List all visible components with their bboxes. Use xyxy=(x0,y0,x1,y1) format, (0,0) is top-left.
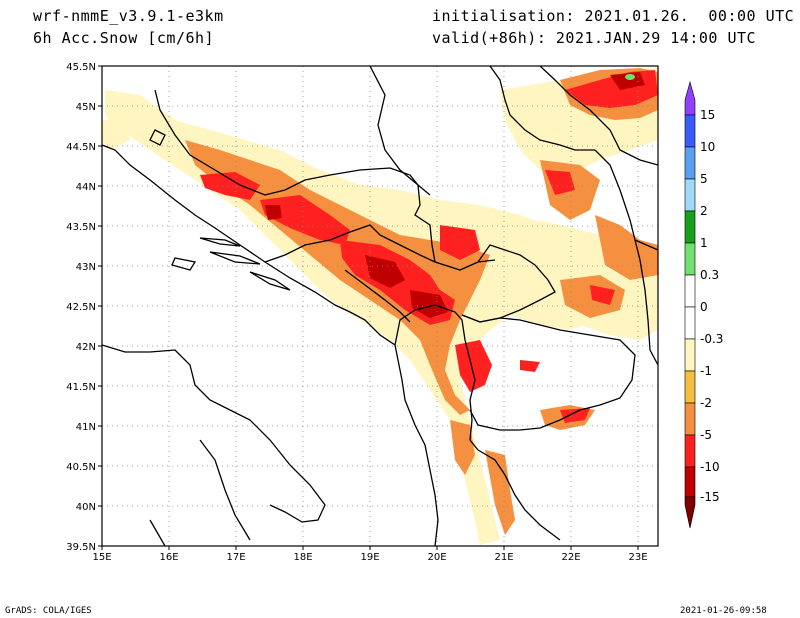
coastlines-borders xyxy=(102,66,658,546)
colorbar-segment xyxy=(684,242,696,276)
colorbar-arrow-bottom xyxy=(684,496,696,529)
variable-name: 6h Acc.Snow [cm/6h] xyxy=(33,29,215,47)
lon-label: 15E xyxy=(92,552,111,563)
colorbar-label: 5 xyxy=(700,172,708,186)
colorbar-segment xyxy=(684,210,696,244)
lat-label: 42.5N xyxy=(66,302,96,313)
lat-label: 43N xyxy=(76,262,96,273)
lat-label: 44.5N xyxy=(66,142,96,153)
lon-label: 16E xyxy=(159,552,178,563)
lat-label: 39.5N xyxy=(66,542,96,553)
colorbar-label: -0.3 xyxy=(700,332,723,346)
footer-timestamp: 2021-01-26-09:58 xyxy=(680,606,767,616)
colorbar-segment xyxy=(684,402,696,436)
colorbar-arrow-top xyxy=(684,80,696,116)
colorbar-segment xyxy=(684,274,696,308)
lat-label: 45.5N xyxy=(66,62,96,73)
colorbar-label: -5 xyxy=(700,428,712,442)
colorbar: 15 10 5 2 1 0.3 0 -0.3 -1 -2 -5 -10 -15 xyxy=(684,80,723,529)
lat-label: 40N xyxy=(76,502,96,513)
colorbar-label: 10 xyxy=(700,140,715,154)
colorbar-segment xyxy=(684,146,696,180)
model-name: wrf-nmmE_v3.9.1-e3km xyxy=(33,7,224,25)
lon-label: 17E xyxy=(226,552,245,563)
lon-labels: 15E 16E 17E 18E 19E 20E 21E 22E 23E xyxy=(92,552,647,563)
lat-labels: 45.5N 45N 44.5N 44N 43.5N 43N 42.5N 42N … xyxy=(66,62,96,553)
colorbar-segment xyxy=(684,306,696,340)
lon-label: 20E xyxy=(427,552,446,563)
colorbar-segment xyxy=(684,370,696,404)
colorbar-segment xyxy=(684,466,696,498)
colorbar-label: -1 xyxy=(700,364,712,378)
colorbar-label: 0.3 xyxy=(700,268,719,282)
colorbar-label: 15 xyxy=(700,108,715,122)
axis-ticks xyxy=(98,65,639,550)
lon-label: 22E xyxy=(561,552,580,563)
colorbar-label: -15 xyxy=(700,490,720,504)
valid-time: valid(+86h): 2021.JAN.29 14:00 UTC xyxy=(432,29,757,47)
colorbar-segment xyxy=(684,114,696,148)
colorbar-label: -10 xyxy=(700,460,720,474)
lon-label: 23E xyxy=(628,552,647,563)
lat-label: 40.5N xyxy=(66,462,96,473)
init-time: initialisation: 2021.01.26. 00:00 UTC xyxy=(432,7,795,25)
colorbar-label: 1 xyxy=(700,236,708,250)
colorbar-labels: 15 10 5 2 1 0.3 0 -0.3 -1 -2 -5 -10 -15 xyxy=(700,108,723,504)
colorbar-segment xyxy=(684,434,696,468)
snow-field xyxy=(102,68,658,545)
lon-label: 18E xyxy=(293,552,312,563)
colorbar-label: -2 xyxy=(700,396,712,410)
lon-label: 21E xyxy=(494,552,513,563)
colorbar-segment xyxy=(684,178,696,212)
lat-label: 45N xyxy=(76,102,96,113)
lat-label: 41N xyxy=(76,422,96,433)
lat-label: 42N xyxy=(76,342,96,353)
lat-label: 41.5N xyxy=(66,382,96,393)
footer-credit: GrADS: COLA/IGES xyxy=(5,606,92,616)
colorbar-label: 0 xyxy=(700,300,708,314)
colorbar-label: 2 xyxy=(700,204,708,218)
lat-label: 43.5N xyxy=(66,222,96,233)
lon-label: 19E xyxy=(360,552,379,563)
colorbar-segment xyxy=(684,338,696,372)
lat-label: 44N xyxy=(76,182,96,193)
